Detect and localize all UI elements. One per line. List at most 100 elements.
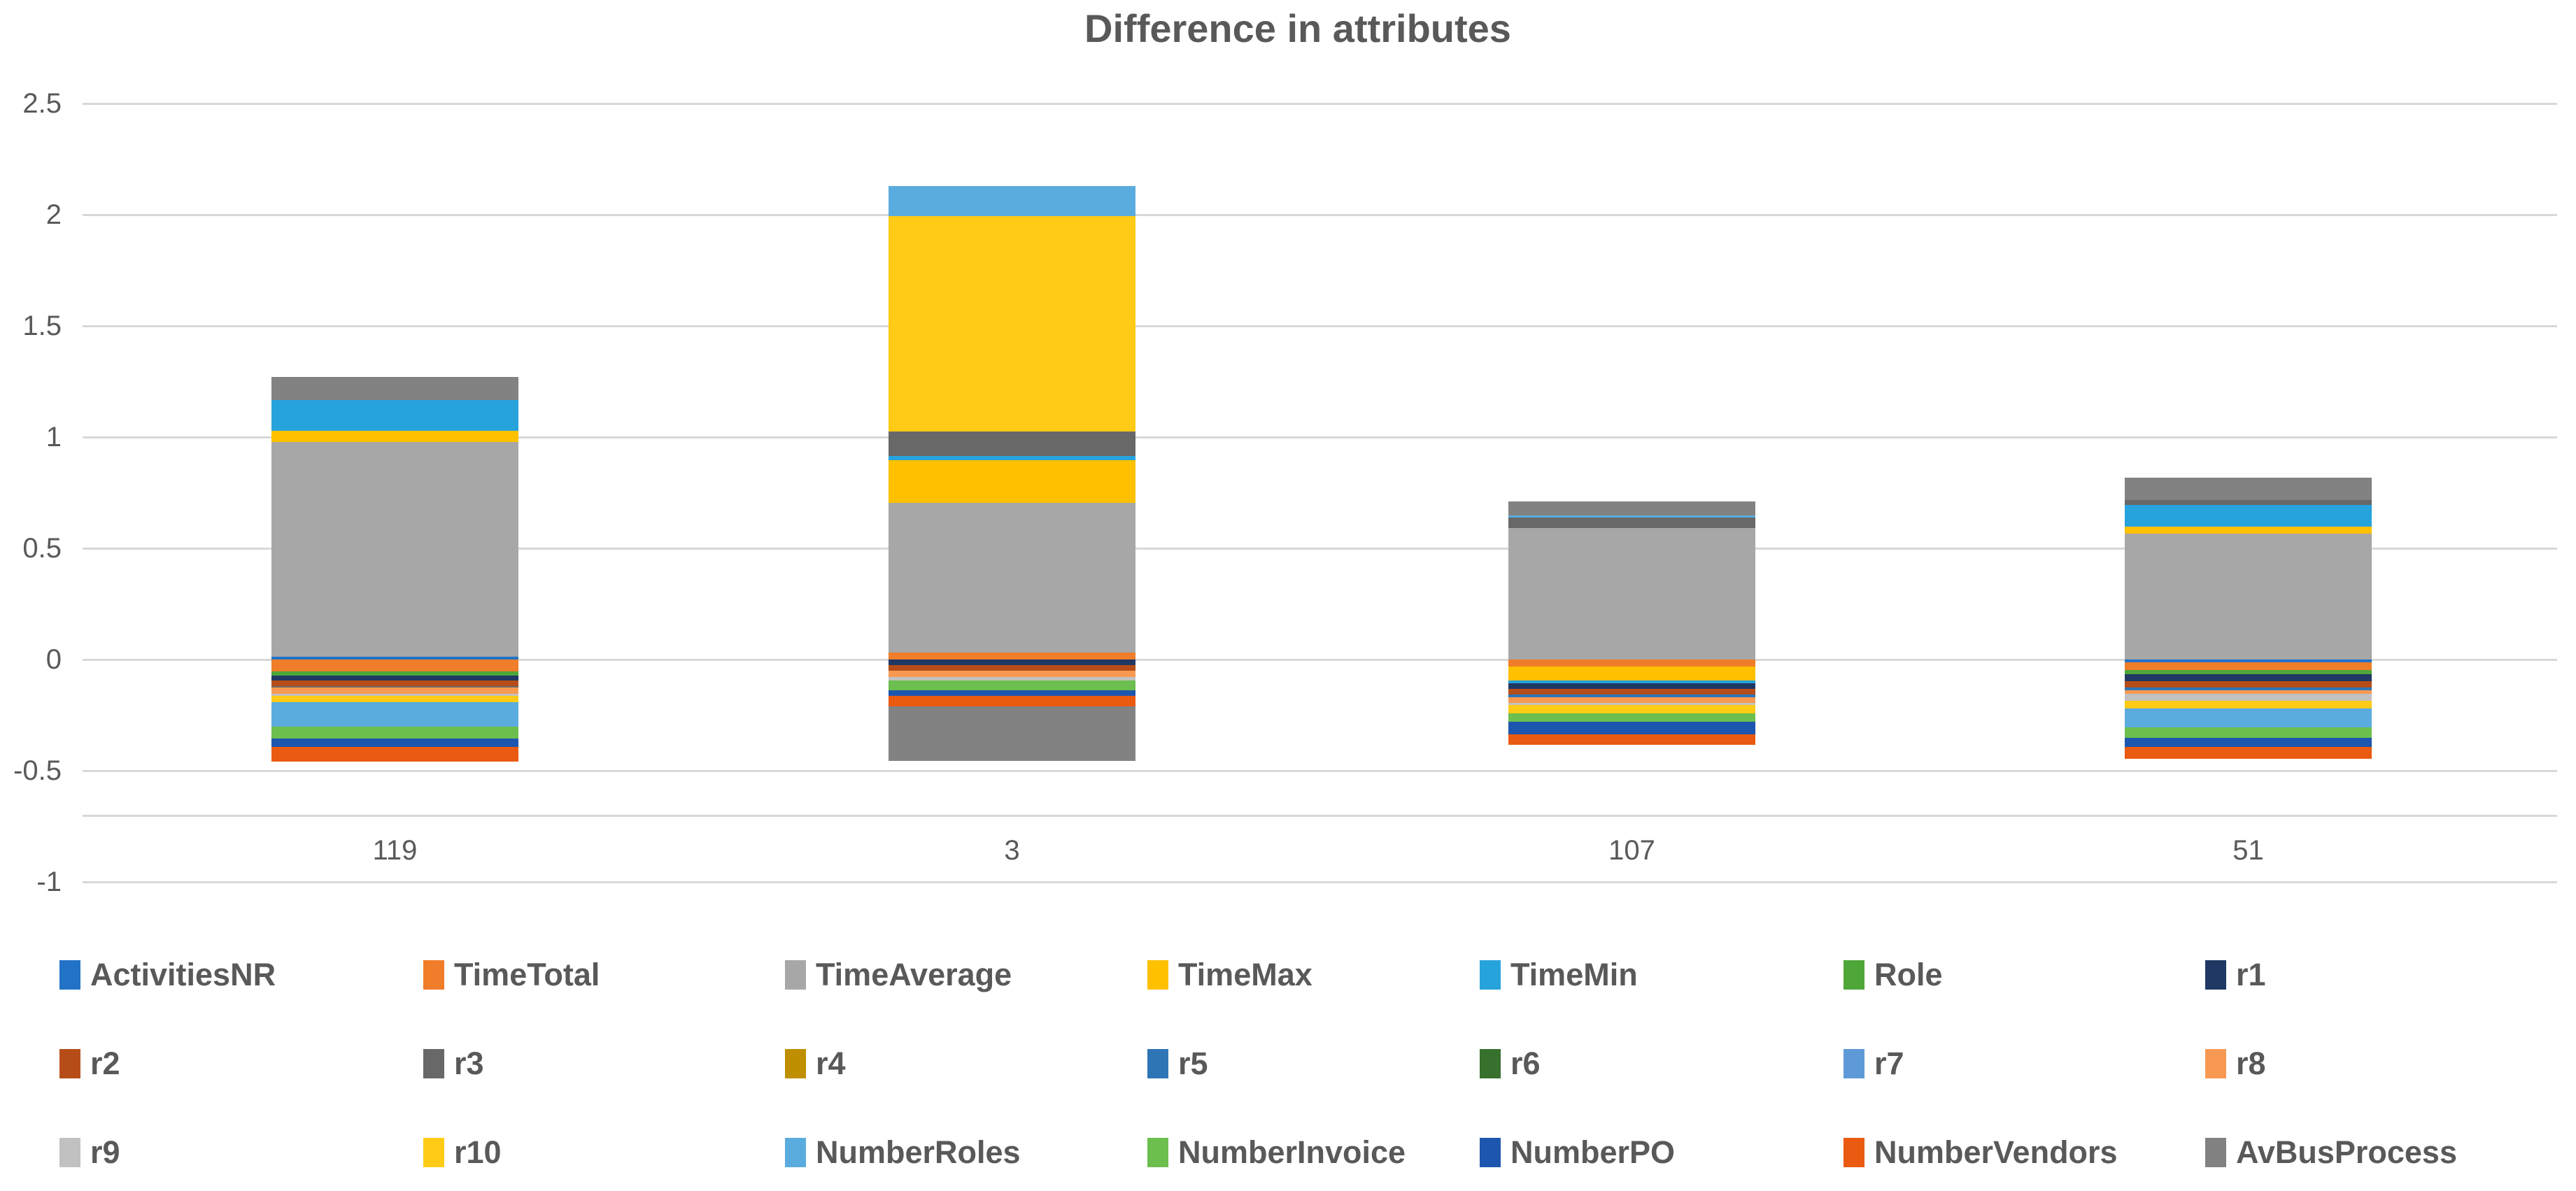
legend-label: r8 bbox=[2236, 1046, 2266, 1081]
bar-segment-NumberRoles bbox=[271, 702, 518, 727]
bar-segment-NumberVendors bbox=[271, 747, 518, 762]
bar-segment-NumberPO bbox=[1508, 722, 1755, 735]
bar-segment-AvBusProcess bbox=[2125, 478, 2372, 500]
legend-swatch-icon bbox=[785, 1138, 806, 1167]
bar-segment-r2 bbox=[1508, 688, 1755, 694]
bar-segment-NumberVendors bbox=[1508, 734, 1755, 746]
legend-label: r9 bbox=[90, 1134, 120, 1170]
bar-segment-NumberRoles bbox=[889, 185, 1135, 216]
legend-item-TimeTotal: TimeTotal bbox=[423, 957, 600, 993]
legend-label: NumberPO bbox=[1510, 1134, 1676, 1170]
bar-segment-r1 bbox=[271, 675, 518, 680]
bar-segment-NumberInvoice bbox=[271, 727, 518, 739]
legend-swatch-icon bbox=[2205, 960, 2226, 990]
bar-segment-TimeAverage bbox=[1508, 528, 1755, 659]
bar-segment-ActivitiesNR bbox=[271, 657, 518, 659]
legend-swatch-icon bbox=[1480, 1049, 1501, 1078]
x-category-label: 119 bbox=[372, 835, 418, 866]
legend-item-r10: r10 bbox=[423, 1134, 502, 1171]
bar-segment-r8 bbox=[1508, 697, 1755, 703]
y-tick-label: 2.5 bbox=[22, 88, 62, 119]
legend-label: r2 bbox=[90, 1046, 120, 1081]
bar-segment-TimeTotal bbox=[889, 652, 1135, 659]
legend-label: NumberRoles bbox=[816, 1134, 1021, 1170]
legend-label: r6 bbox=[1510, 1046, 1541, 1081]
bar-segment-NumberRoles bbox=[1508, 515, 1755, 518]
gridline bbox=[83, 659, 2557, 661]
bar-segment-r8 bbox=[271, 687, 518, 694]
bar-segment-TimeMin bbox=[1508, 680, 1755, 684]
bar-segment-r1 bbox=[1508, 683, 1755, 689]
bar-segment-NumberVendors bbox=[2125, 746, 2372, 759]
legend-label: TimeMin bbox=[1510, 957, 1638, 992]
bar-segment-r9 bbox=[889, 676, 1135, 680]
legend-label: r10 bbox=[454, 1134, 502, 1170]
bar-segment-Role bbox=[2125, 670, 2372, 674]
bar-segment-TimeMin bbox=[2125, 504, 2372, 527]
gridline bbox=[83, 881, 2557, 883]
gridline bbox=[83, 814, 2557, 817]
bar-segment-NumberPO bbox=[889, 690, 1135, 697]
bar-segment-TimeTotal bbox=[1508, 659, 1755, 666]
legend-item-NumberRoles: NumberRoles bbox=[785, 1134, 1021, 1171]
legend-label: TimeMax bbox=[1178, 957, 1312, 992]
bar-segment-TimeAverage bbox=[271, 441, 518, 657]
y-tick-label: 1.5 bbox=[22, 311, 62, 341]
x-category-label: 107 bbox=[1608, 835, 1655, 866]
legend-swatch-icon bbox=[1843, 960, 1864, 990]
bar-segment-r9 bbox=[2125, 693, 2372, 701]
legend-item-TimeAverage: TimeAverage bbox=[785, 957, 1012, 993]
y-tick-label: 0 bbox=[45, 644, 62, 675]
legend-item-r5: r5 bbox=[1147, 1046, 1208, 1082]
x-category-label: 51 bbox=[2232, 835, 2264, 866]
bar-segment-r2 bbox=[271, 680, 518, 687]
legend-swatch-icon bbox=[423, 960, 444, 990]
legend-label: AvBusProcess bbox=[2236, 1134, 2457, 1170]
bar-segment-NumberInvoice bbox=[889, 680, 1135, 690]
legend-swatch-icon bbox=[785, 1049, 806, 1078]
legend-swatch-icon bbox=[1147, 1049, 1168, 1078]
legend-item-r3: r3 bbox=[423, 1046, 484, 1082]
legend-item-Role: Role bbox=[1843, 957, 1943, 993]
bar-segment-TimeMax bbox=[1508, 666, 1755, 680]
bar-segment-AvBusProcess bbox=[271, 377, 518, 400]
legend-swatch-icon bbox=[1147, 960, 1168, 990]
legend-swatch-icon bbox=[423, 1049, 444, 1078]
bar-segment-r9 bbox=[271, 694, 518, 697]
bar-segment-TimeMax bbox=[271, 431, 518, 442]
legend-item-r8: r8 bbox=[2205, 1046, 2266, 1082]
bar-segment-TimeAverage bbox=[2125, 534, 2372, 659]
gridline bbox=[83, 325, 2557, 327]
bar-segment-r8 bbox=[889, 670, 1135, 677]
bar-segment-NumberRoles bbox=[2125, 708, 2372, 727]
chart-title: Difference in attributes bbox=[1084, 6, 1511, 50]
legend-item-NumberVendors: NumberVendors bbox=[1843, 1134, 2118, 1171]
bar-segment-r5 bbox=[1508, 694, 1755, 698]
bar-segment-r9 bbox=[1508, 703, 1755, 705]
legend-swatch-icon bbox=[1480, 960, 1501, 990]
y-tick-label: 2 bbox=[45, 199, 62, 230]
bar-segment-TimeMax bbox=[2125, 527, 2372, 534]
gridline bbox=[83, 436, 2557, 438]
bar-segment-NumberVendors bbox=[889, 696, 1135, 707]
legend-item-TimeMax: TimeMax bbox=[1147, 957, 1312, 993]
bar-segment-NumberInvoice bbox=[1508, 713, 1755, 722]
legend-label: r5 bbox=[1178, 1046, 1208, 1081]
legend-swatch-icon bbox=[1480, 1138, 1501, 1167]
bar-segment-r3 bbox=[2125, 499, 2372, 505]
legend-item-NumberPO: NumberPO bbox=[1480, 1134, 1675, 1171]
bar-segment-ActivitiesNR bbox=[2125, 659, 2372, 663]
legend-item-NumberInvoice: NumberInvoice bbox=[1147, 1134, 1406, 1171]
bar-segment-r2 bbox=[889, 664, 1135, 671]
bar-segment-TimeMax bbox=[889, 460, 1135, 504]
bar-segment-NumberInvoice bbox=[2125, 727, 2372, 738]
bar-segment-r3 bbox=[1508, 518, 1755, 529]
bar-segment-r10 bbox=[2125, 700, 2372, 708]
bar-segment-r10 bbox=[1508, 704, 1755, 713]
legend-item-r6: r6 bbox=[1480, 1046, 1541, 1082]
legend-label: ActivitiesNR bbox=[90, 957, 276, 992]
x-category-label: 3 bbox=[1004, 835, 1020, 866]
bar-segment-r1 bbox=[2125, 673, 2372, 681]
bar-segment-NumberPO bbox=[2125, 737, 2372, 747]
